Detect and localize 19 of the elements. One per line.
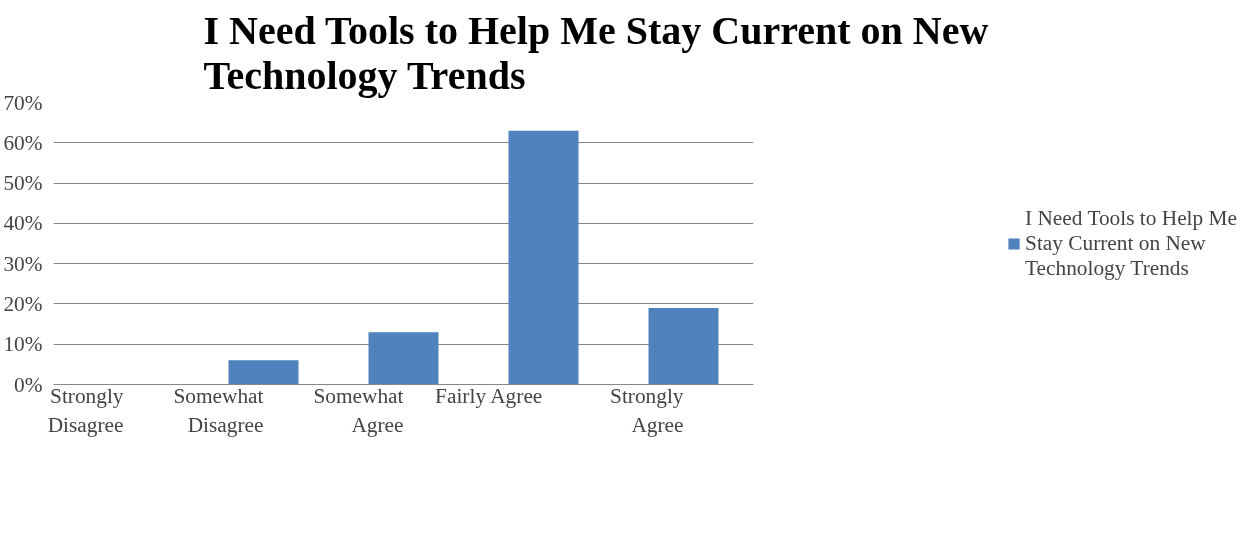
- bar: [368, 332, 439, 385]
- y-tick-label: 30%: [3, 251, 43, 276]
- chart-title: I Need Tools to Help Me Stay Current on New Technology Trends: [203, 7, 989, 98]
- y-tick-label: 20%: [3, 291, 43, 316]
- y-tick-label: 40%: [3, 211, 43, 236]
- x-tick-label: Strongly Disagree: [47, 384, 124, 437]
- bar: [508, 130, 579, 385]
- x-tick-label: Somewhat Agree: [313, 384, 404, 437]
- bar: [648, 307, 719, 385]
- bar: [228, 360, 299, 385]
- y-tick-label: 0%: [14, 372, 43, 397]
- x-tick-label: Strongly Agree: [610, 384, 684, 437]
- x-tick-label: Somewhat Disagree: [173, 384, 264, 437]
- y-tick-label: 10%: [3, 332, 43, 357]
- y-tick-label: 60%: [3, 130, 43, 155]
- y-tick-label: 70%: [3, 90, 43, 115]
- legend-label: I Need Tools to Help Me Stay Current on New Technology Trends: [1025, 205, 1237, 281]
- y-tick-label: 50%: [3, 171, 43, 196]
- x-tick-label: Fairly Agree: [435, 384, 543, 409]
